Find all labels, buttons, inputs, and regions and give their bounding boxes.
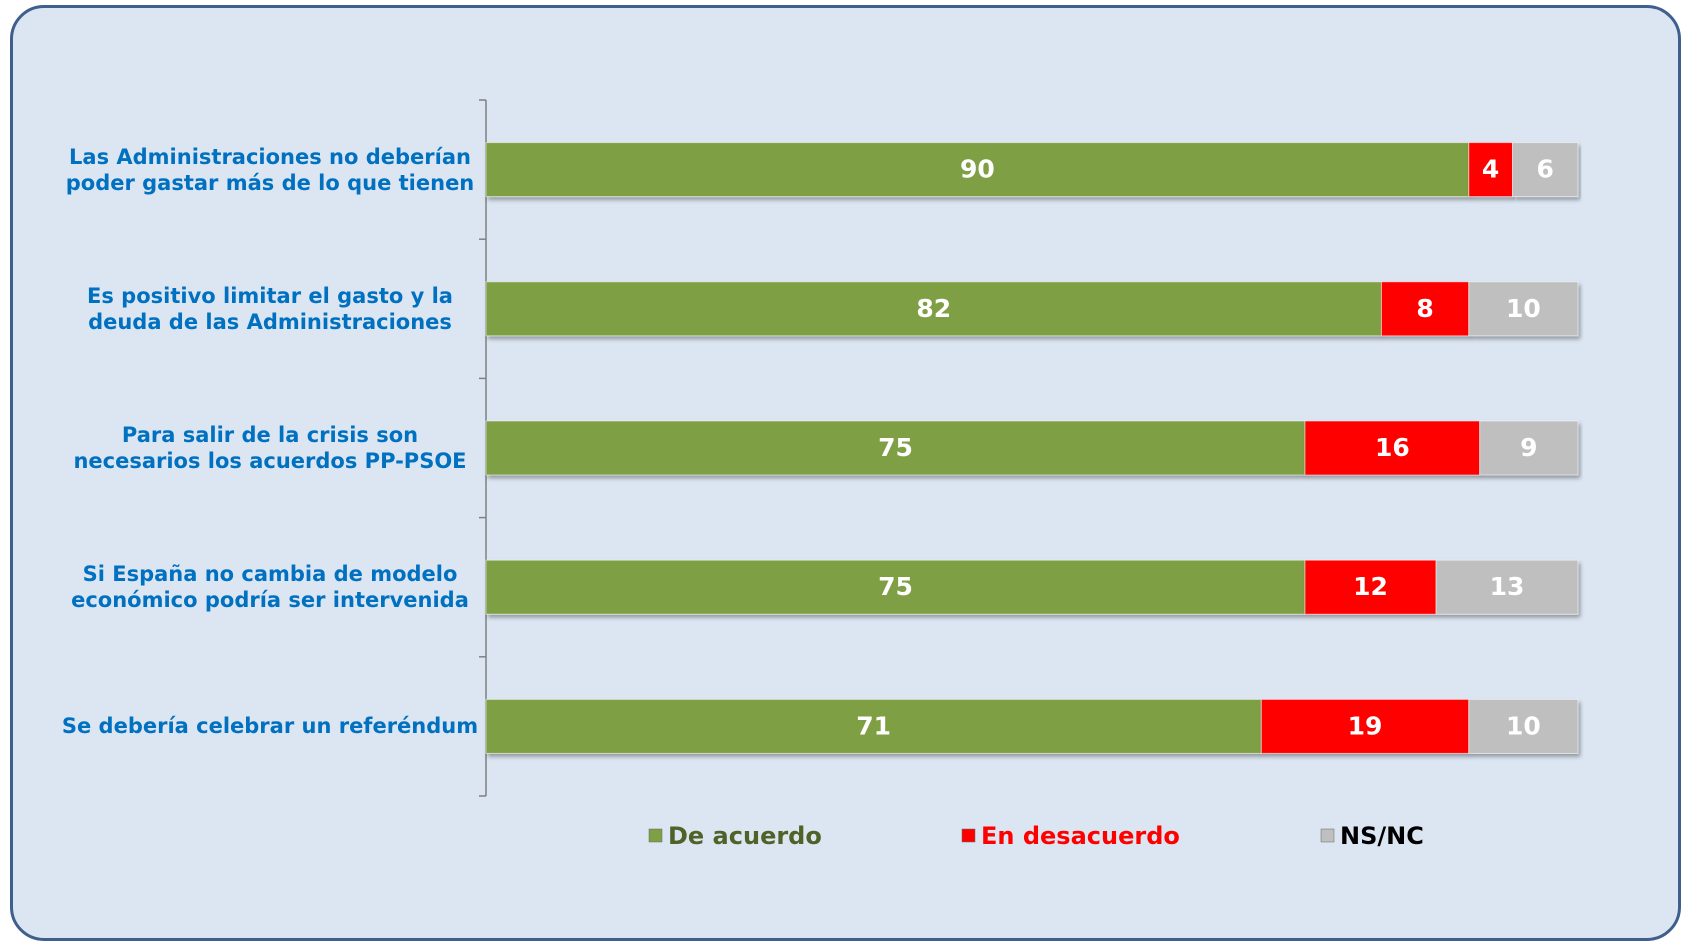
data-label: 75: [878, 572, 913, 601]
bar-segment: [1304, 420, 1481, 476]
data-label: 8: [1416, 294, 1433, 323]
legend-swatch: [1320, 828, 1335, 843]
bar-segment: [1260, 698, 1470, 754]
data-label: 6: [1537, 155, 1554, 184]
category-label: Las Administraciones no deberían poder g…: [65, 144, 475, 195]
bar-segment: [1435, 559, 1579, 615]
bar-segment: [1468, 698, 1579, 754]
bar-segment: [1304, 559, 1437, 615]
data-label: 13: [1490, 572, 1525, 601]
data-label: 10: [1506, 711, 1541, 740]
category-label: Para salir de la crisis son necesarios l…: [73, 423, 467, 473]
bar-segment: [1380, 281, 1470, 337]
category-label: Si España no cambia de modelo económico …: [71, 562, 469, 613]
bar-segment: [485, 142, 1470, 198]
legend-label: En desacuerdo: [981, 822, 1180, 850]
bar-segment: [485, 698, 1262, 754]
data-label: 90: [960, 155, 995, 184]
bar-segment: [1479, 420, 1579, 476]
bar-segment: [1468, 281, 1579, 337]
bar-segment: [485, 281, 1382, 337]
bar-segment: [1511, 142, 1579, 198]
data-label: 12: [1353, 572, 1388, 601]
data-label: 71: [856, 711, 891, 740]
data-label: 10: [1506, 294, 1541, 323]
legend-swatch: [648, 828, 663, 843]
data-label: 4: [1482, 155, 1499, 184]
bar-segment: [485, 559, 1306, 615]
legend-swatch: [961, 828, 976, 843]
category-label: Se debería celebrar un referéndum: [61, 714, 479, 739]
data-label: 19: [1348, 711, 1383, 740]
legend-label: NS/NC: [1340, 822, 1424, 850]
bar-segment: [1468, 142, 1513, 198]
data-label: 75: [878, 433, 913, 462]
data-label: 16: [1375, 433, 1410, 462]
data-label: 82: [916, 294, 951, 323]
bar-segment: [485, 420, 1306, 476]
legend-label: De acuerdo: [668, 822, 822, 850]
data-label: 9: [1520, 433, 1537, 462]
category-label: Es positivo limitar el gasto y la deuda …: [87, 283, 453, 334]
